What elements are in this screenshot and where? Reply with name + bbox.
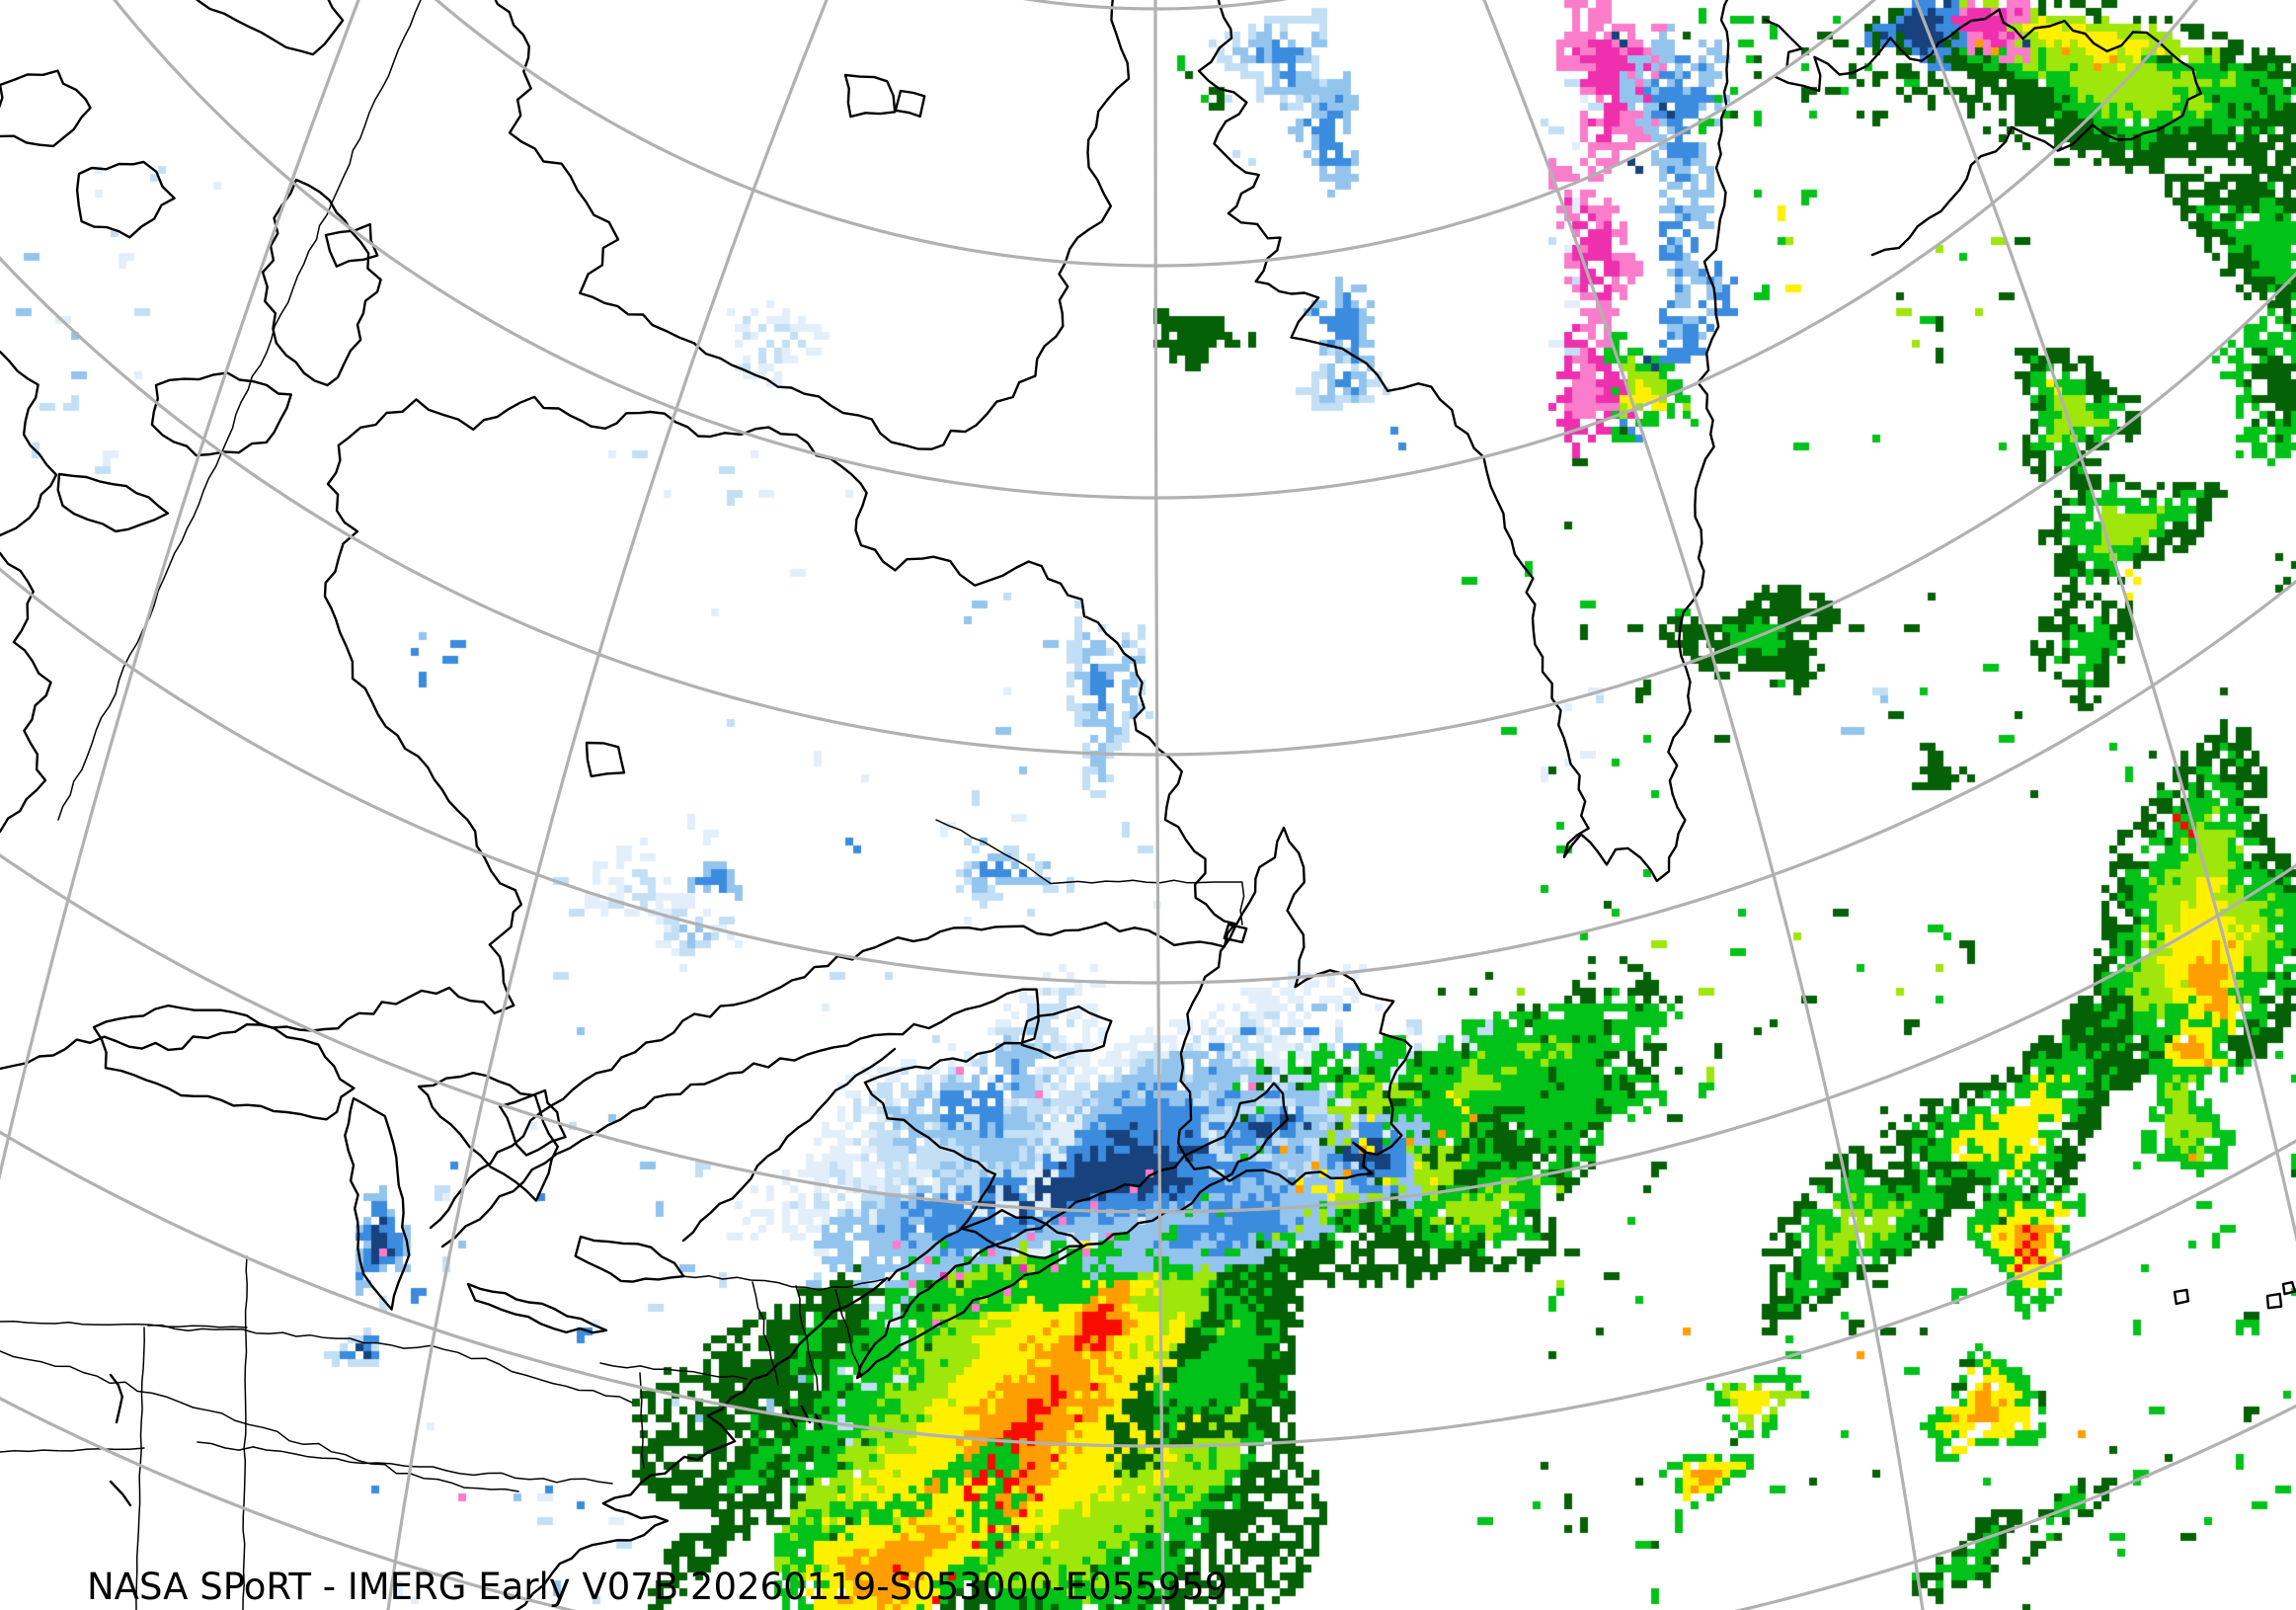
- graticule-parallel-5: [0, 853, 2296, 1214]
- graticule-meridian-1: [386, 0, 829, 1610]
- graticule-parallel-1: [434, 0, 1877, 268]
- coast-lake-ontario: [574, 1235, 685, 1283]
- coast-devon-island: [195, 0, 345, 56]
- graticule-parallel-3: [0, 256, 2296, 757]
- border-ny-vt-border: [752, 1281, 779, 1386]
- coast-baffin-island: [494, 0, 1131, 450]
- graticule-parallel-6: [0, 1130, 2296, 1448]
- coast-river-mark-1: [109, 1373, 123, 1424]
- coast-river-mark-2: [109, 1480, 132, 1507]
- border-plains-border-h1: [0, 1320, 248, 1328]
- coast-greenland: [1197, 0, 1730, 883]
- coast-island-b: [0, 69, 92, 148]
- border-plains-border-h2: [0, 1447, 145, 1453]
- border-wv-outline: [147, 1324, 633, 1404]
- coast-iceland: [1763, 8, 2202, 257]
- coast-islet-2: [2265, 1292, 2283, 1310]
- border-plains-border-v2: [242, 1255, 248, 1610]
- graticule-meridian-0: [0, 0, 360, 1181]
- coast-baffin-lake-2: [894, 89, 926, 119]
- border-plains-border-v1: [135, 1327, 145, 1610]
- coast-melville-peninsula: [261, 178, 382, 387]
- coast-southampton-island: [150, 371, 292, 457]
- coast-new-brunswick-coast: [863, 1081, 996, 1282]
- graticule-meridian-3: [1482, 0, 1925, 1610]
- coast-hudson-west-coast-a: [0, 350, 58, 537]
- coast-coats-island: [56, 472, 170, 533]
- coast-quebec-mainland: [0, 395, 1236, 1230]
- coast-georgian-bay: [498, 1088, 567, 1157]
- product-caption: NASA SPoRT - IMERG Early V07B 20260119-S…: [87, 1566, 1228, 1608]
- coast-belle-isle: [1223, 923, 1248, 944]
- border-ky-va-border: [197, 1441, 613, 1485]
- coast-island-a: [75, 160, 176, 239]
- coast-stlawrence-river-north-bank: [681, 1047, 897, 1243]
- border-territory-border: [57, 0, 422, 821]
- coast-islet-1: [2173, 1288, 2190, 1306]
- graticule-parallel-4: [0, 567, 2296, 985]
- border-nh-me-border: [834, 1289, 862, 1378]
- coast-small-lake-quebec: [585, 741, 626, 778]
- coast-lake-michigan: [344, 1096, 411, 1311]
- coast-newfoundland: [1177, 826, 1413, 1186]
- coast-lake-erie: [466, 1282, 608, 1334]
- border-pa-ny-border: [599, 1362, 748, 1380]
- border-ohio-river: [0, 1350, 519, 1492]
- coast-streak-mark-1: [784, 1409, 798, 1428]
- graticule-parallel-7: [0, 1396, 2296, 1610]
- border-us-canada-border: [680, 1275, 890, 1291]
- graticule-meridian-4: [1914, 0, 2296, 1243]
- graticule-parallel-0: [1022, 0, 1289, 11]
- coast-anticosti-island: [1020, 1005, 1113, 1060]
- coast-islet-3: [2281, 1281, 2296, 1296]
- coast-island-c: [324, 222, 379, 268]
- coast-hudson-west-coast-b: [0, 551, 52, 834]
- coast-lake-huron: [417, 1072, 559, 1202]
- graticule-parallel-2: [113, 0, 2199, 500]
- coast-stlawrence-south-bank-gaspe: [440, 988, 1040, 1248]
- border-quebec-labrador-border: [935, 819, 1245, 926]
- coast-baffin-lake-1: [843, 73, 897, 119]
- graticule-meridian-2: [1153, 0, 1165, 1610]
- coast-lake-superior: [92, 1004, 356, 1121]
- coast-nova-scotia: [855, 1082, 1289, 1380]
- coast-new-england-coast: [514, 1276, 889, 1610]
